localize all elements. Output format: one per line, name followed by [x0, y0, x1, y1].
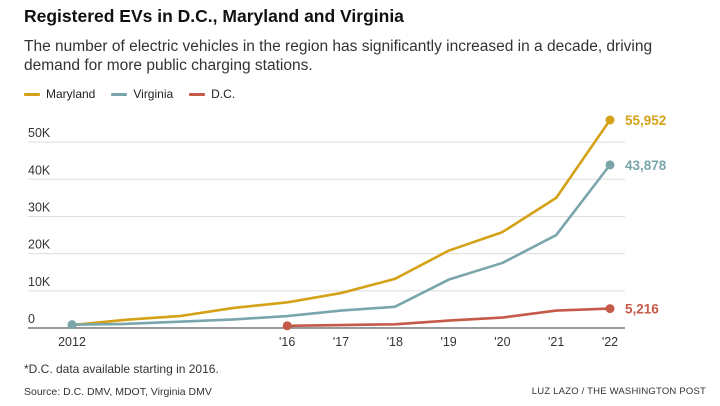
marker-start-virginia [67, 320, 77, 330]
chart-title: Registered EVs in D.C., Maryland and Vir… [24, 6, 404, 26]
marker-end-virginia [605, 160, 615, 170]
source-note: Source: D.C. DMV, MDOT, Virginia DMV [24, 386, 212, 398]
credit-line: LUZ LAZO / THE WASHINGTON POST [531, 386, 706, 397]
series-end-labels: 55,952 43,878 5,216 [625, 113, 667, 317]
legend: Maryland Virginia D.C. [24, 87, 235, 101]
x-tick-2018: '18 [387, 335, 403, 349]
legend-swatch-dc [189, 92, 206, 96]
x-tick-2020: '20 [494, 335, 510, 349]
legend-swatch-virginia [111, 92, 128, 96]
y-tick-40K: 40K [28, 163, 51, 177]
legend-label-dc: D.C. [211, 87, 236, 101]
y-tick-30K: 30K [28, 200, 51, 214]
legend-item-maryland: Maryland [24, 87, 95, 101]
x-tick-2016: '16 [279, 335, 295, 349]
marker-start-dc [282, 321, 292, 331]
gridlines [28, 141, 625, 329]
legend-label-maryland: Maryland [46, 87, 96, 101]
legend-swatch-maryland [24, 92, 40, 96]
y-tick-50K: 50K [28, 126, 51, 140]
legend-item-dc: D.C. [189, 87, 235, 101]
end-label-maryland: 55,952 [625, 113, 666, 128]
x-tick-2022: '22 [602, 335, 618, 349]
footnote: *D.C. data available starting in 2016. [24, 362, 219, 376]
end-label-dc: 5,216 [625, 302, 659, 317]
chart-subtitle: The number of electric vehicles in the r… [24, 38, 653, 74]
x-axis-tick-labels: 2012 '16 '17 '18 '19 '20 '21 '22 [58, 335, 618, 349]
series-line-virginia [70, 163, 612, 326]
y-axis-tick-labels: 0 10K 20K 30K 40K 50K [28, 126, 51, 326]
series-line-dc [285, 307, 612, 328]
y-tick-20K: 20K [28, 238, 51, 252]
end-label-virginia: 43,878 [625, 158, 667, 173]
legend-label-virginia: Virginia [133, 87, 174, 101]
y-tick-10K: 10K [28, 275, 51, 289]
legend-item-virginia: Virginia [111, 87, 173, 101]
y-tick-0: 0 [28, 312, 35, 326]
x-tick-2021: '21 [548, 335, 564, 349]
series-lines [70, 118, 612, 328]
x-tick-2019: '19 [440, 335, 456, 349]
x-tick-2017: '17 [333, 335, 349, 349]
marker-end-maryland [605, 115, 615, 125]
series-markers [67, 115, 615, 331]
series-line-maryland [70, 118, 612, 327]
marker-end-dc [605, 304, 615, 314]
x-tick-2012: 2012 [58, 335, 86, 349]
